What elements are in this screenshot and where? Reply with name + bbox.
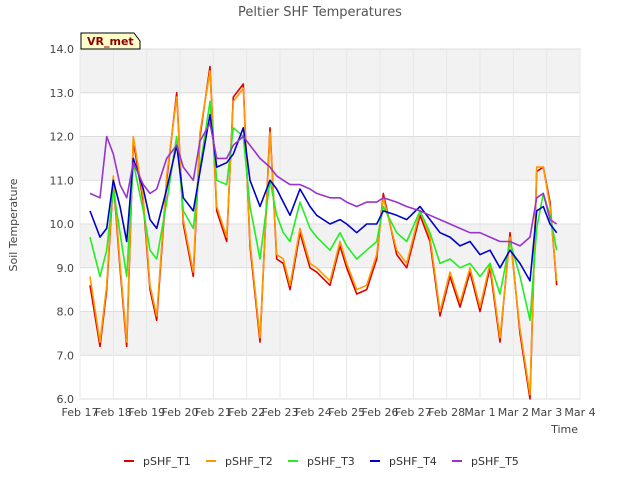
x-tick-label: Feb 21	[195, 406, 232, 419]
x-axis-label: Time	[550, 423, 578, 436]
badge-text: VR_met	[87, 35, 134, 48]
y-tick-label: 9.0	[57, 262, 75, 275]
x-tick-label: Feb 26	[362, 406, 399, 419]
x-tick-label: Feb 22	[228, 406, 265, 419]
y-tick-label: 6.0	[57, 393, 75, 406]
y-tick-label: 13.0	[50, 87, 75, 100]
gridlines	[79, 48, 581, 400]
series-line-pSHF_T4	[89, 113, 558, 282]
series-line-pSHF_T2	[89, 70, 558, 396]
background-band	[80, 136, 580, 181]
legend-label: pSHF_T2	[225, 455, 273, 468]
chart-title: Peltier SHF Temperatures	[238, 5, 402, 20]
x-tick-label: Feb 17	[62, 406, 99, 419]
x-tick-label: Feb 23	[262, 406, 299, 419]
legend-label: pSHF_T3	[307, 455, 355, 468]
y-tick-label: 7.0	[57, 349, 75, 362]
x-tick-label: Mar 1	[464, 406, 495, 419]
series-line-pSHF_T1	[89, 65, 558, 400]
legend: pSHF_T1 pSHF_T2 pSHF_T3 pSHF_T4 pSHF_T5	[124, 455, 519, 468]
background-band	[80, 49, 580, 93]
series-lines	[89, 65, 558, 400]
background-band	[80, 311, 580, 356]
y-axis-ticks: 6.0 7.0 8.0 9.0 10.0 11.0 12.0 13.0 14.0	[50, 43, 75, 406]
y-tick-label: 8.0	[57, 306, 75, 319]
y-tick-label: 12.0	[50, 131, 75, 144]
series-line-pSHF_T3	[89, 100, 558, 322]
station-badge: VR_met	[80, 32, 141, 50]
background-band	[80, 224, 580, 268]
x-tick-label: Feb 18	[95, 406, 132, 419]
legend-label: pSHF_T1	[143, 455, 191, 468]
legend-label: pSHF_T5	[471, 455, 519, 468]
badge-shape	[80, 32, 141, 50]
series-line-pSHF_T5	[89, 122, 558, 247]
y-tick-label: 10.0	[50, 218, 75, 231]
x-tick-label: Feb 19	[128, 406, 165, 419]
x-tick-label: Mar 3	[531, 406, 562, 419]
x-tick-label: Feb 25	[328, 406, 365, 419]
y-axis-label: Soil Temperature	[7, 178, 20, 271]
legend-label: pSHF_T4	[389, 455, 437, 468]
x-tick-label: Feb 28	[428, 406, 465, 419]
x-tick-label: Mar 2	[498, 406, 529, 419]
y-tick-label: 11.0	[50, 174, 75, 187]
x-tick-label: Mar 4	[564, 406, 595, 419]
x-tick-label: Feb 27	[395, 406, 432, 419]
x-tick-label: Feb 20	[162, 406, 199, 419]
y-tick-label: 14.0	[50, 43, 75, 56]
x-tick-label: Feb 24	[295, 406, 332, 419]
